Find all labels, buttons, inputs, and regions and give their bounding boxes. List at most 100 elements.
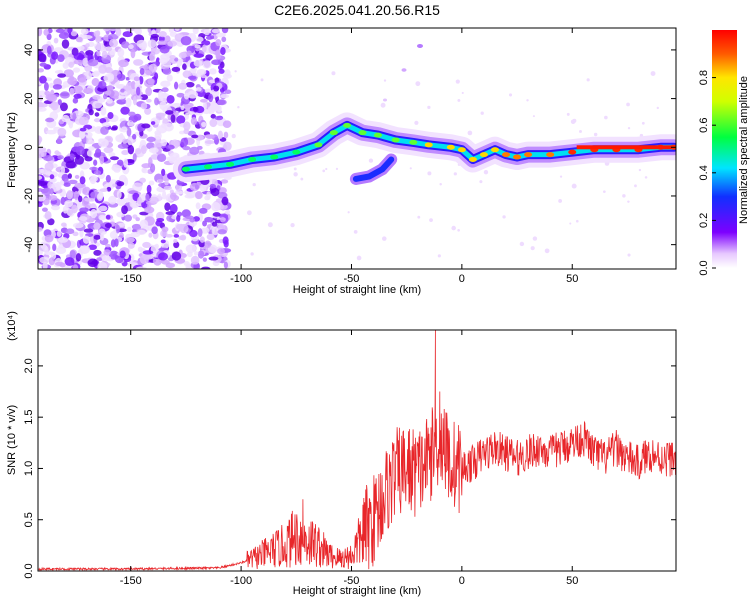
intensity-blob xyxy=(105,46,113,52)
intensity-blob xyxy=(108,250,119,260)
intensity-blob xyxy=(104,67,113,74)
intensity-blob xyxy=(437,254,441,258)
intensity-blob xyxy=(85,43,90,48)
intensity-blob xyxy=(322,169,326,173)
intensity-blob xyxy=(593,132,598,137)
intensity-blob xyxy=(218,68,225,74)
intensity-blob xyxy=(78,116,89,126)
intensity-blob xyxy=(134,182,143,187)
intensity-blob xyxy=(215,32,226,38)
intensity-blob xyxy=(197,228,203,237)
intensity-blob xyxy=(90,208,98,219)
spectrogram-frame xyxy=(37,27,677,270)
intensity-blob xyxy=(145,69,152,76)
intensity-blob xyxy=(89,166,99,171)
intensity-blob xyxy=(87,146,95,151)
intensity-blob xyxy=(119,250,126,259)
intensity-blob xyxy=(105,243,111,248)
intensity-blob xyxy=(146,136,156,143)
intensity-blob xyxy=(579,130,582,133)
intensity-blob xyxy=(656,106,659,110)
intensity-blob xyxy=(166,74,173,82)
intensity-blob xyxy=(204,195,210,201)
snr-line xyxy=(38,330,676,571)
intensity-blob xyxy=(133,76,140,82)
intensity-blob xyxy=(220,179,229,184)
intensity-blob xyxy=(74,155,85,165)
ridge-node xyxy=(270,154,279,160)
intensity-blob xyxy=(220,216,226,223)
intensity-blob xyxy=(123,177,129,187)
intensity-blob xyxy=(100,232,105,241)
x-tick-label: -150 xyxy=(120,273,142,285)
intensity-blob xyxy=(153,142,162,149)
intensity-blob xyxy=(38,68,44,73)
intensity-blob xyxy=(60,222,67,227)
intensity-blob xyxy=(627,126,631,130)
intensity-blob xyxy=(173,238,178,243)
y-tick-label: 1.5 xyxy=(23,410,35,425)
intensity-blob xyxy=(65,228,75,235)
intensity-blob xyxy=(106,186,112,192)
ridge-node xyxy=(546,152,555,158)
intensity-blob xyxy=(52,84,63,90)
intensity-blob xyxy=(107,112,114,120)
intensity-blob xyxy=(116,73,126,81)
intensity-blob xyxy=(118,59,129,68)
intensity-blob xyxy=(457,98,461,102)
ridge-node xyxy=(391,137,400,143)
intensity-blob xyxy=(73,52,84,61)
colorbar-tick-label: 0.2 xyxy=(698,213,710,228)
intensity-blob xyxy=(182,70,192,79)
intensity-blob xyxy=(137,229,146,236)
intensity-blob xyxy=(108,195,117,205)
intensity-blob xyxy=(67,173,72,179)
ridge-node xyxy=(446,144,455,150)
intensity-blob xyxy=(200,74,207,79)
intensity-blob xyxy=(127,111,136,117)
intensity-blob xyxy=(64,200,74,208)
ridge-node xyxy=(513,154,522,160)
intensity-blob xyxy=(221,196,229,206)
intensity-blob xyxy=(85,50,94,56)
intensity-blob xyxy=(220,94,230,99)
intensity-blob xyxy=(217,248,225,255)
intensity-blob xyxy=(183,121,191,131)
intensity-blob xyxy=(204,216,214,223)
intensity-blob xyxy=(162,190,167,200)
intensity-blob xyxy=(49,174,55,180)
colorbar-tick-label: 0.0 xyxy=(698,260,710,275)
intensity-blob xyxy=(141,123,151,129)
intensity-blob xyxy=(38,28,43,37)
intensity-blob xyxy=(217,99,227,106)
intensity-blob xyxy=(335,167,339,170)
intensity-blob xyxy=(383,79,387,82)
intensity-blob xyxy=(293,172,298,177)
intensity-blob xyxy=(502,215,506,219)
intensity-blob xyxy=(187,111,195,115)
intensity-blob xyxy=(47,218,55,226)
intensity-blob xyxy=(189,217,196,223)
ridge-node xyxy=(373,132,382,138)
intensity-blob xyxy=(109,230,118,240)
intensity-blob xyxy=(180,234,187,241)
spectrogram-panel: -150 -100 -50 0 50 -40 -20 0 20 40 Height of str… xyxy=(6,27,677,296)
ridge-node xyxy=(329,130,338,136)
ridge-node xyxy=(226,161,235,167)
intensity-blob xyxy=(158,31,167,38)
colorbar: 0.0 0.2 0.4 0.6 0.8 Normalized spectral ampl… xyxy=(698,30,750,276)
y-tick-label: 2.0 xyxy=(23,358,35,373)
intensity-blob xyxy=(151,226,158,235)
intensity-blob xyxy=(293,167,297,171)
intensity-blob xyxy=(117,48,125,58)
intensity-blob xyxy=(120,106,130,115)
intensity-blob xyxy=(455,79,460,84)
spectral-ridge xyxy=(172,112,676,185)
intensity-blob xyxy=(429,218,433,222)
intensity-blob xyxy=(164,202,171,211)
intensity-blob xyxy=(148,180,155,186)
intensity-blob xyxy=(116,181,125,187)
intensity-blob xyxy=(210,35,215,40)
intensity-blob xyxy=(45,129,57,135)
intensity-blob xyxy=(54,150,60,155)
